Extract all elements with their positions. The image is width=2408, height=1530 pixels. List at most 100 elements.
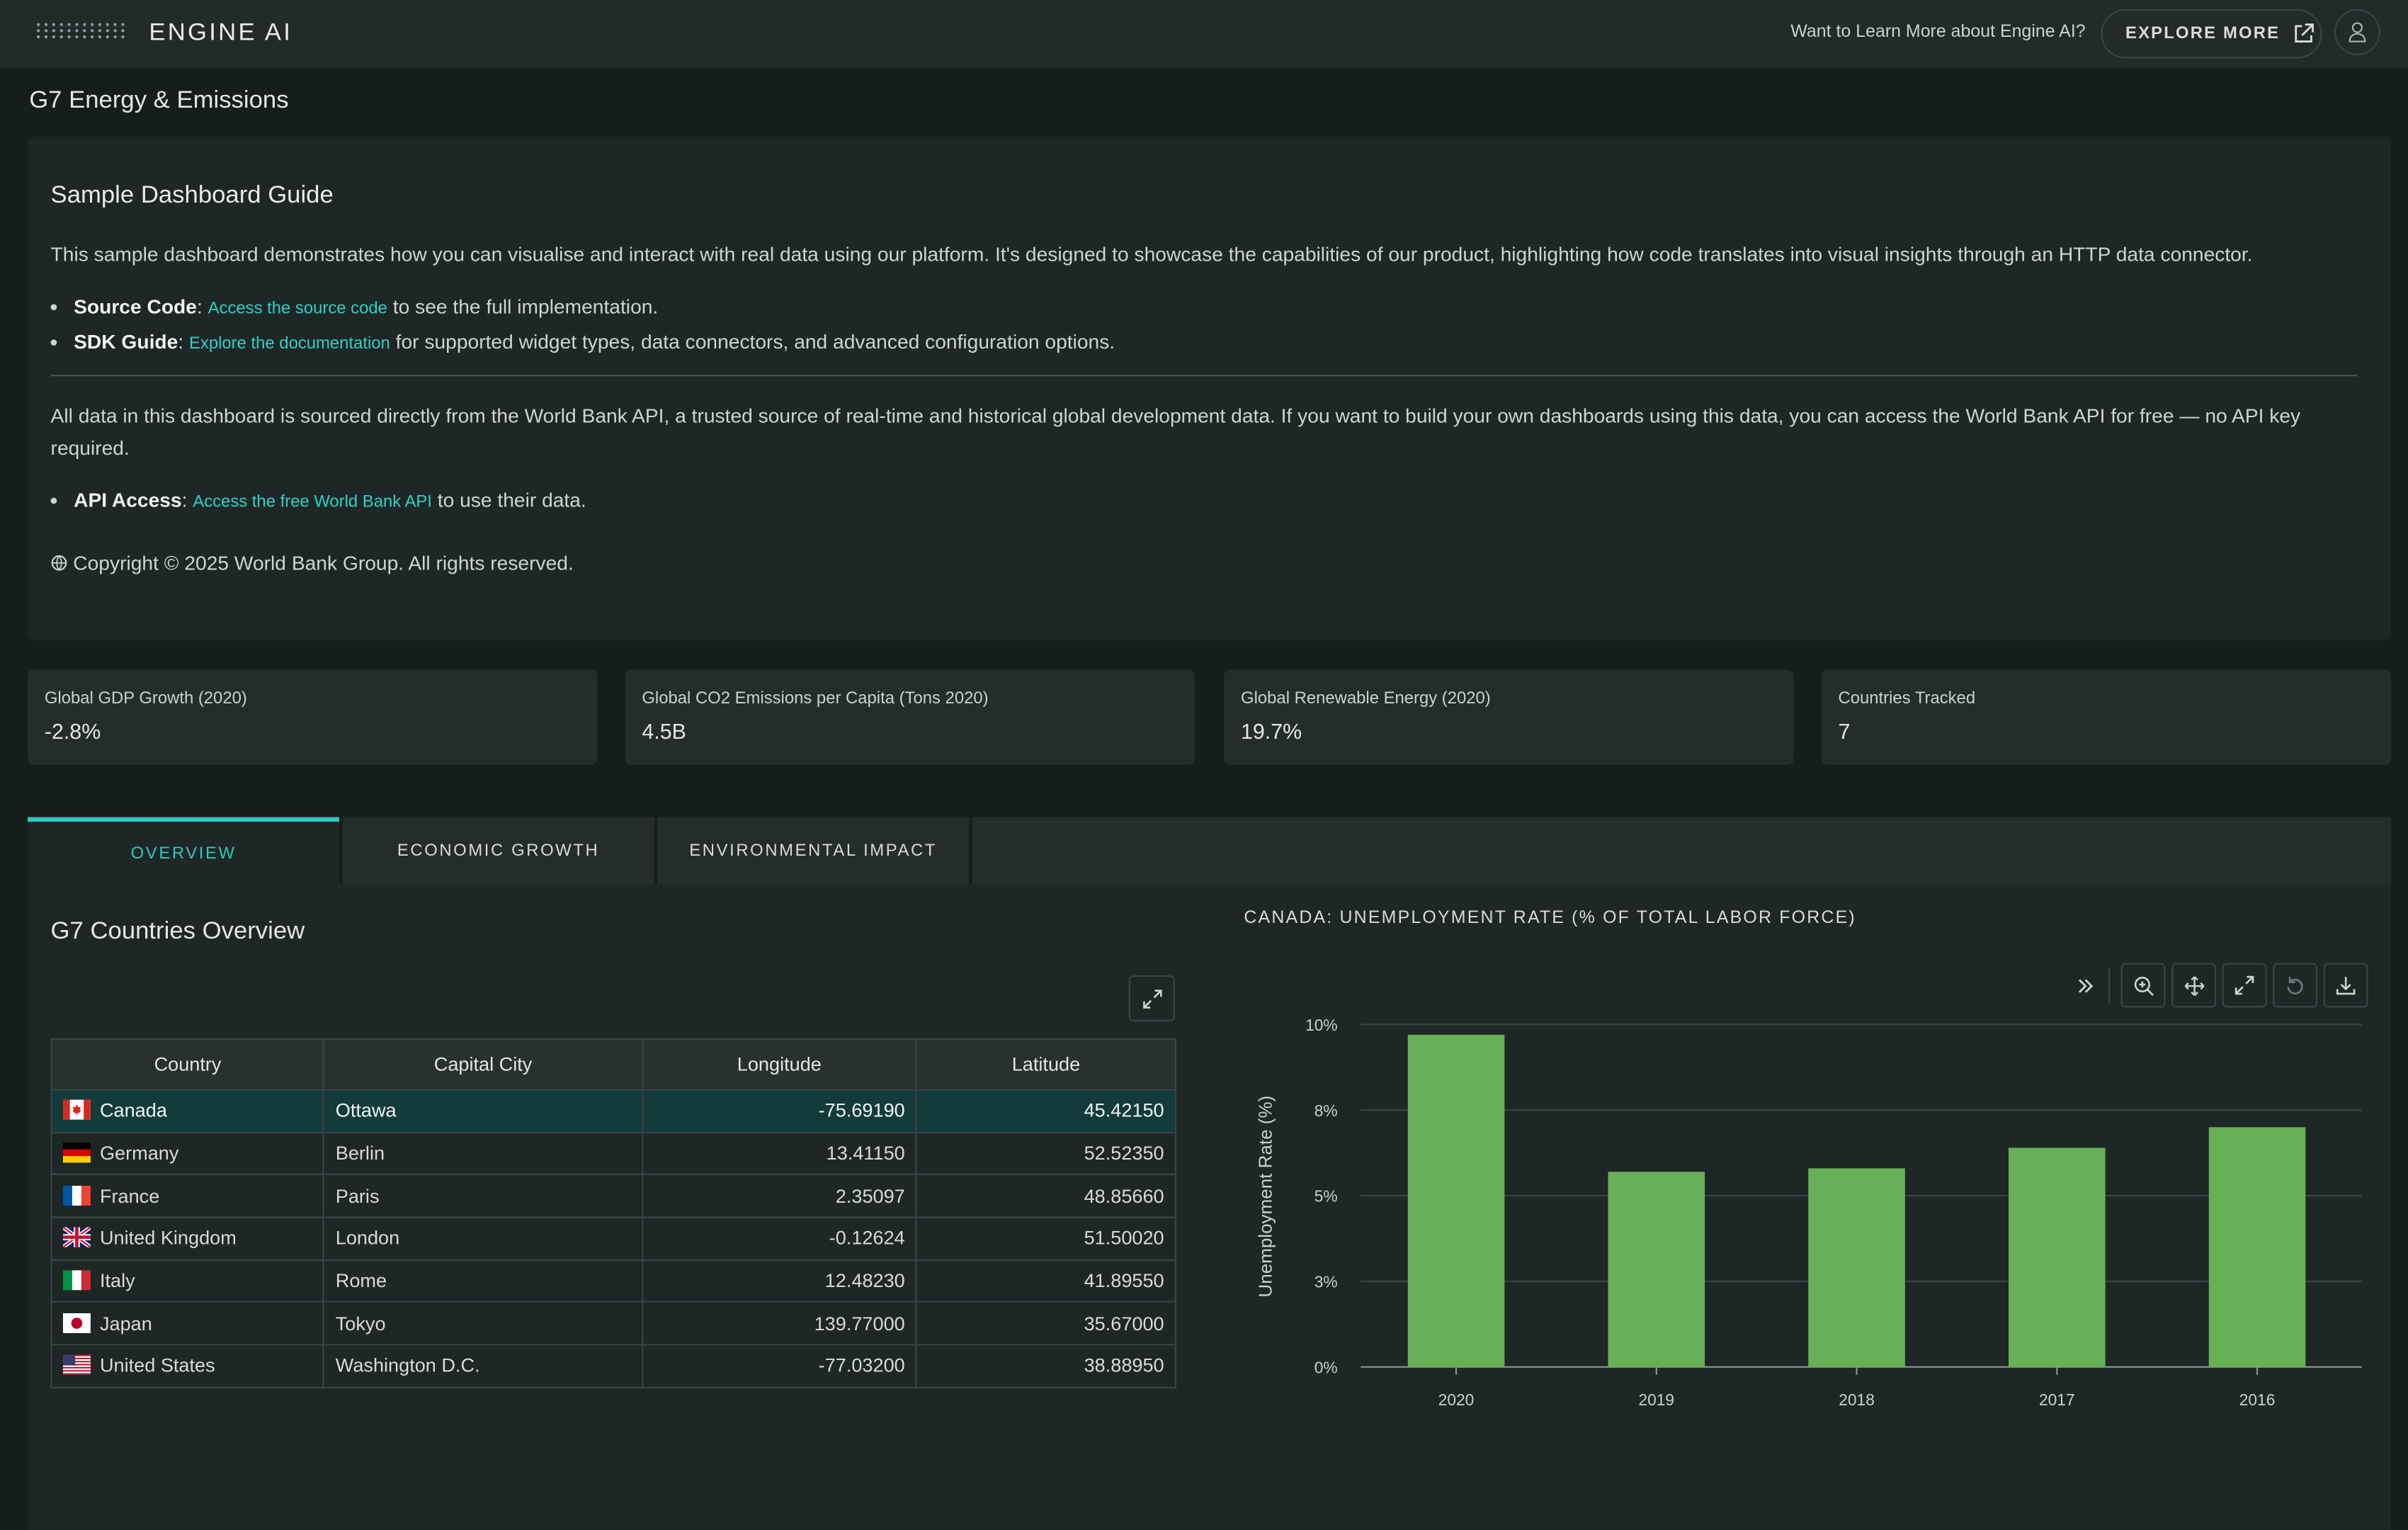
y-tick-label: 8% xyxy=(1314,1101,1338,1120)
y-tick-label: 0% xyxy=(1314,1359,1338,1377)
column-header-latitude[interactable]: Latitude xyxy=(915,1038,1176,1091)
country-cell: France xyxy=(50,1174,325,1218)
country-name: Italy xyxy=(99,1270,135,1292)
pan-icon xyxy=(2183,975,2204,995)
column-header-country[interactable]: Country xyxy=(50,1038,325,1091)
sdk-guide-label: SDK Guide xyxy=(74,330,178,353)
chevrons-right-icon xyxy=(2077,978,2093,992)
kpi-value: 19.7% xyxy=(1241,718,1302,744)
y-tick-label: 3% xyxy=(1314,1273,1338,1291)
kpi-value: 7 xyxy=(1838,718,1851,744)
brand-logo[interactable]: ENGINE AI xyxy=(149,20,293,47)
zoom-in-icon xyxy=(2133,975,2153,995)
tab-economic-growth[interactable]: ECONOMIC GROWTH xyxy=(342,817,654,885)
longitude-cell: -77.03200 xyxy=(641,1344,918,1388)
table-row[interactable]: Japan Tokyo 139.77000 35.67000 xyxy=(50,1301,1176,1346)
unemployment-bar-chart: 0% 3% 5% 8% 10% 2020 2019 2018 2017 2016 Unemploy… xyxy=(1254,1016,2362,1409)
country-name: Canada xyxy=(99,1100,167,1122)
latitude-cell: 45.42150 xyxy=(915,1089,1176,1133)
guide-links-list: Source Code: Access the source code to s… xyxy=(51,290,1115,361)
api-access-item: API Access: Access the free World Bank A… xyxy=(74,484,586,519)
kpi-label: Global CO2 Emissions per Capita (Tons 20… xyxy=(642,689,989,708)
fullscreen-button[interactable] xyxy=(2222,963,2267,1008)
page-title: G7 Energy & Emissions xyxy=(29,87,289,114)
united-kingdom-flag-icon xyxy=(62,1228,91,1248)
column-header-longitude[interactable]: Longitude xyxy=(641,1038,918,1091)
sdk-guide-item: SDK Guide: Explore the documentation for… xyxy=(74,326,1115,361)
data-source-note: All data in this dashboard is sourced di… xyxy=(50,404,2301,460)
y-tick-label: 5% xyxy=(1314,1187,1338,1206)
longitude-cell: 12.48230 xyxy=(641,1259,918,1303)
latitude-cell: 52.52350 xyxy=(915,1131,1176,1176)
y-axis-label: Unemployment Rate (%) xyxy=(1254,1096,1276,1298)
logo-dots-icon xyxy=(37,23,126,39)
tab-environmental-impact[interactable]: ENVIRONMENTAL IMPACT xyxy=(657,817,970,885)
country-cell: United Kingdom xyxy=(50,1216,325,1261)
world-bank-api-link[interactable]: Access the free World Bank API xyxy=(193,493,432,512)
source-code-label: Source Code xyxy=(74,295,197,318)
tab-overview[interactable]: OVERVIEW xyxy=(28,817,340,885)
pan-button[interactable] xyxy=(2171,963,2216,1008)
y-tick-label: 10% xyxy=(1305,1016,1338,1034)
guide-intro: This sample dashboard demonstrates how y… xyxy=(50,242,2253,266)
top-bar: ENGINE AI Want to Learn More about Engin… xyxy=(0,0,2408,68)
kpi-value: 4.5B xyxy=(642,718,686,744)
kpi-card-co2-emissions: Global CO2 Emissions per Capita (Tons 20… xyxy=(625,669,1195,765)
expand-icon xyxy=(1142,989,1162,1008)
documentation-link[interactable]: Explore the documentation xyxy=(189,334,390,353)
tab-separator xyxy=(654,817,658,885)
table-row[interactable]: Italy Rome 12.48230 41.89550 xyxy=(50,1259,1176,1303)
country-cell: Italy xyxy=(50,1259,325,1303)
table-row[interactable]: United States Washington D.C. -77.03200 … xyxy=(50,1344,1176,1388)
table-row[interactable]: France Paris 2.35097 48.85660 xyxy=(50,1174,1176,1218)
download-button[interactable] xyxy=(2323,963,2368,1008)
column-header-capital-city[interactable]: Capital City xyxy=(323,1038,643,1091)
kpi-label: Global GDP Growth (2020) xyxy=(44,689,247,708)
external-link-icon xyxy=(2294,23,2314,42)
bar-2020 xyxy=(1407,1034,1505,1367)
country-name: Japan xyxy=(99,1313,152,1334)
chart-bars xyxy=(1407,1034,2306,1367)
user-avatar-button[interactable] xyxy=(2334,9,2380,56)
kpi-card-renewable-energy: Global Renewable Energy (2020) 19.7% xyxy=(1224,669,1794,765)
longitude-cell: 13.41150 xyxy=(641,1131,918,1176)
source-code-item: Source Code: Access the source code to s… xyxy=(74,290,1115,326)
country-cell: Germany xyxy=(50,1131,325,1176)
country-name: Germany xyxy=(99,1143,179,1164)
longitude-cell: -0.12624 xyxy=(641,1216,918,1261)
longitude-cell: -75.69190 xyxy=(641,1089,918,1133)
capital-cell: Rome xyxy=(323,1259,643,1303)
expand-table-button[interactable] xyxy=(1128,975,1175,1021)
country-cell: Canada xyxy=(50,1089,325,1133)
api-links-list: API Access: Access the free World Bank A… xyxy=(51,484,586,519)
globe-icon xyxy=(51,555,67,571)
collapse-toolbar-button[interactable] xyxy=(2062,963,2107,1008)
table-row[interactable]: Germany Berlin 13.41150 52.52350 xyxy=(50,1131,1176,1176)
dashboard-guide-panel: Sample Dashboard Guide This sample dashb… xyxy=(28,136,2392,641)
fullscreen-icon xyxy=(2234,975,2254,995)
country-name: United Kingdom xyxy=(99,1228,237,1250)
capital-cell: Paris xyxy=(323,1174,643,1218)
table-row[interactable]: Canada Ottawa -75.69190 45.42150 xyxy=(50,1089,1176,1133)
reset-zoom-button[interactable] xyxy=(2273,963,2318,1008)
api-access-suffix: to use their data. xyxy=(437,488,586,512)
latitude-cell: 38.88950 xyxy=(915,1344,1176,1388)
overview-title: G7 Countries Overview xyxy=(50,918,305,945)
tab-separator xyxy=(969,817,972,885)
bar-2018 xyxy=(1808,1168,1905,1367)
capital-cell: Washington D.C. xyxy=(323,1344,643,1388)
bar-2017 xyxy=(2009,1148,2106,1367)
x-tick-label: 2017 xyxy=(2039,1390,2075,1409)
kpi-value: -2.8% xyxy=(44,718,101,744)
country-cell: Japan xyxy=(50,1301,325,1346)
chart-title: CANADA: UNEMPLOYMENT RATE (% OF TOTAL LA… xyxy=(1244,909,1856,928)
zoom-in-button[interactable] xyxy=(2120,963,2166,1008)
canada-flag-icon xyxy=(62,1100,91,1121)
kpi-card-countries-tracked: Countries Tracked 7 xyxy=(1821,669,2392,765)
latitude-cell: 41.89550 xyxy=(915,1259,1176,1303)
italy-flag-icon xyxy=(62,1270,91,1291)
table-row[interactable]: United Kingdom London -0.12624 51.50020 xyxy=(50,1216,1176,1261)
explore-more-button[interactable]: EXPLORE MORE xyxy=(2101,9,2322,59)
bar-2019 xyxy=(1608,1172,1705,1367)
source-code-link[interactable]: Access the source code xyxy=(208,299,387,318)
